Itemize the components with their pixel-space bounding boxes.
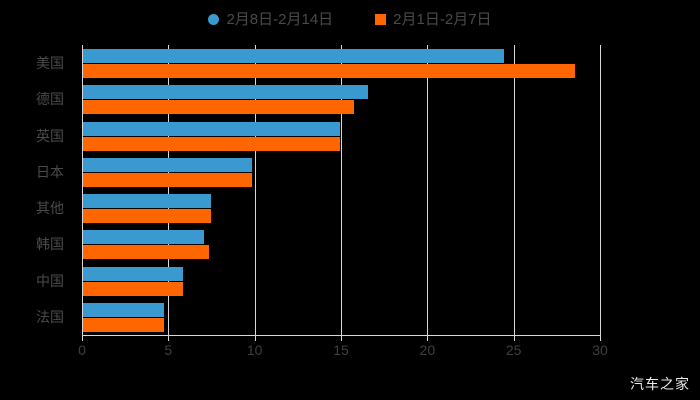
bar-series-0[interactable]: [83, 85, 368, 100]
bar-series-0[interactable]: [83, 194, 211, 208]
bar-series-1[interactable]: [83, 100, 355, 115]
bar-group: [83, 190, 683, 226]
xtick-30: [600, 336, 601, 341]
xtick-label-20: 20: [419, 342, 436, 358]
bar-series-1[interactable]: [83, 209, 211, 223]
xtick-label-15: 15: [333, 342, 349, 358]
bar-series-1[interactable]: [83, 64, 576, 78]
bar-series-0[interactable]: [83, 121, 341, 136]
category-label-1: 德国: [36, 91, 64, 108]
bar-series-1[interactable]: [83, 172, 253, 187]
xtick-label-0: 0: [78, 342, 86, 358]
plot-area: [82, 45, 601, 335]
value-axis-ticks: 0 5 10 15 20 25 30: [78, 336, 608, 360]
legend-square-marker-icon: [375, 13, 387, 25]
category-label-2: 英国: [36, 127, 64, 144]
bar-series-0[interactable]: [83, 230, 204, 245]
xtick-0: [82, 336, 83, 341]
xtick-label-5: 5: [164, 342, 173, 358]
bar-group: [83, 81, 683, 117]
gridline-20: [427, 45, 429, 335]
category-label-3: 日本: [36, 163, 64, 180]
xtick-label-25: 25: [505, 342, 522, 358]
category-label-0: 美国: [36, 55, 64, 72]
xtick-label-30: 30: [592, 342, 608, 358]
chart-legend: 2月8日-2月14日 2月1日-2月7日: [0, 6, 700, 32]
legend-label-series-1: 2月1日-2月7日: [393, 10, 492, 28]
xtick-25: [513, 336, 515, 341]
xtick-10: [254, 336, 256, 341]
gridline-10: [254, 45, 256, 335]
bar-rows: [83, 45, 683, 335]
bar-series-0[interactable]: [83, 266, 184, 281]
bar-series-0[interactable]: [83, 157, 253, 172]
bar-series-0[interactable]: [83, 49, 505, 63]
xtick-label-10: 10: [246, 342, 263, 358]
bar-series-1[interactable]: [83, 136, 341, 151]
legend-label-series-0: 2月8日-2月14日: [226, 10, 334, 28]
gridline-5: [168, 45, 170, 335]
bar-group: [83, 45, 683, 81]
bar-series-0[interactable]: [83, 302, 165, 317]
legend-circle-marker-icon: [208, 13, 220, 25]
legend-item-series-1[interactable]: 2月1日-2月7日: [375, 10, 492, 28]
bar-group: [83, 154, 683, 190]
bar-series-1[interactable]: [83, 281, 184, 296]
xtick-20: [427, 336, 429, 341]
category-axis: 美国德国英国日本其他韩国中国法国: [0, 45, 76, 335]
category-label-5: 韩国: [36, 236, 64, 253]
category-label-6: 中国: [36, 272, 64, 289]
bar-group: [83, 226, 683, 262]
value-axis-line: [82, 335, 601, 336]
category-label-4: 其他: [36, 200, 64, 217]
category-label-7: 法国: [36, 308, 64, 325]
bar-group: [83, 118, 683, 154]
gridline-30: [600, 45, 601, 335]
xtick-15: [341, 336, 342, 341]
xtick-5: [168, 336, 170, 341]
gridline-0: [82, 45, 83, 335]
bar-group: [83, 263, 683, 299]
gridline-15: [341, 45, 342, 335]
bar-series-1[interactable]: [83, 317, 165, 332]
watermark: 汽车之家: [630, 376, 690, 392]
bar-series-1[interactable]: [83, 245, 210, 260]
gridline-25: [513, 45, 515, 335]
bar-group: [83, 299, 683, 335]
legend-item-series-0[interactable]: 2月8日-2月14日: [208, 12, 333, 27]
